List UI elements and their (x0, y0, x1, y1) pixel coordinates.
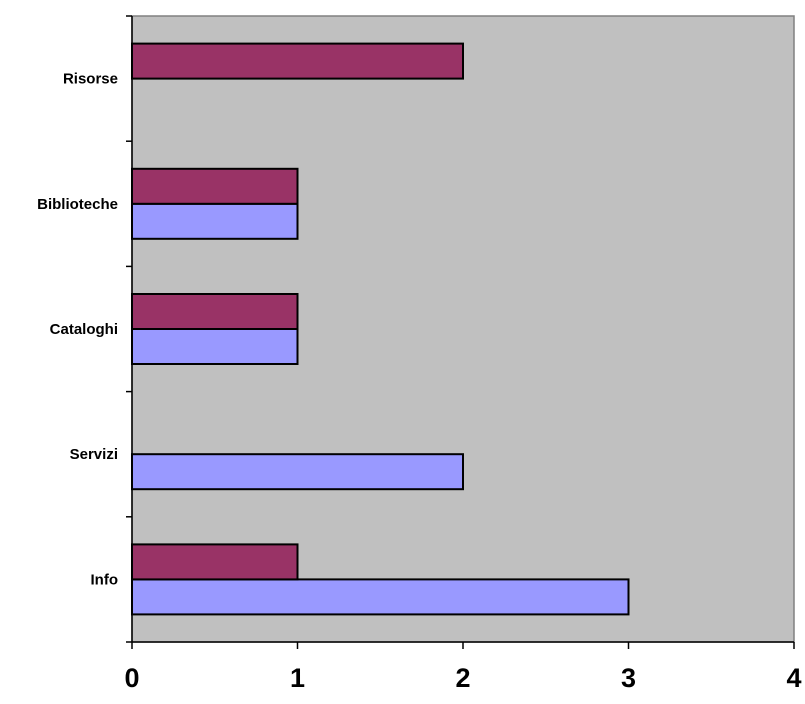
bar-risorse-series-2 (131, 42, 464, 80)
labels-layer: Info Servizi Cataloghi Biblioteche Risorse 0 1… (37, 71, 801, 693)
bar-info-series-2 (131, 543, 299, 581)
x-tick-label: 2 (455, 663, 470, 693)
category-label-biblioteche: Biblioteche (37, 196, 118, 213)
bar-cataloghi-series-2 (131, 293, 299, 330)
x-tick-label: 4 (786, 663, 801, 693)
bar-info-series-1 (131, 578, 630, 616)
bar-servizi-series-1 (131, 453, 464, 491)
category-label-info: Info (91, 571, 119, 588)
category-label-risorse: Risorse (63, 71, 118, 88)
category-label-cataloghi: Cataloghi (50, 321, 118, 338)
axes-layer (126, 15, 795, 649)
bar-biblioteche-series-2 (131, 167, 299, 205)
category-label-servizi: Servizi (70, 446, 118, 463)
bar-biblioteche-series-1 (131, 202, 299, 240)
x-tick-label: 3 (621, 663, 636, 693)
x-tick-label: 0 (124, 663, 139, 693)
bar-cataloghi-series-1 (131, 328, 299, 365)
x-tick-label: 1 (290, 663, 305, 693)
bars-layer (131, 42, 630, 616)
